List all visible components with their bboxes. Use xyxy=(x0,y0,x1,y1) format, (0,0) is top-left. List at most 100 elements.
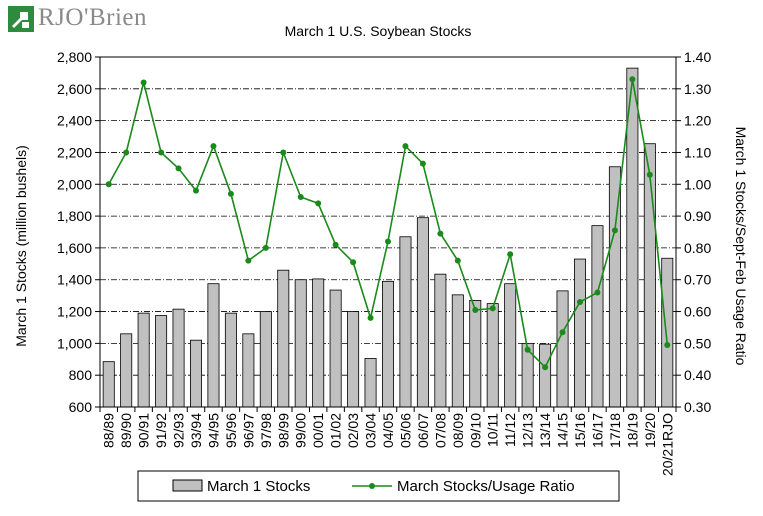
ratio-point-06/07 xyxy=(419,160,426,167)
bar-16/17 xyxy=(591,225,604,408)
bar-90/91 xyxy=(137,312,150,408)
bar-98/99 xyxy=(277,269,290,408)
ratio-point-91/92 xyxy=(158,149,165,156)
ratio-point-01/02 xyxy=(332,241,339,248)
ratio-point-89/90 xyxy=(123,149,130,156)
ratio-point-04/05 xyxy=(385,238,391,245)
x-tick-label: 97/98 xyxy=(258,413,274,448)
right-tick-label: 0.50 xyxy=(684,335,711,351)
ratio-point-19/20 xyxy=(646,171,653,178)
ratio-point-92/93 xyxy=(175,165,182,172)
x-tick-label: 09/10 xyxy=(467,413,483,448)
right-tick-label: 0.80 xyxy=(684,240,711,256)
x-tick-label: 12/13 xyxy=(520,413,536,448)
right-axis-ticks: 0.30 0.40 0.50 0.60 0.70 0.80 0.90 1.00 1.10 1.20… xyxy=(676,49,711,415)
left-axis-ticks: 600 800 1,000 1,200 1,400 1,600 1,800 2,000 2,20… xyxy=(57,49,100,415)
legend: March 1 Stocks March Stocks/Usage Ratio xyxy=(137,470,620,502)
right-tick-label: 0.40 xyxy=(684,367,711,383)
bar-88/89 xyxy=(102,361,115,408)
ratio-point-07/08 xyxy=(437,230,444,237)
ratio-point-18/19 xyxy=(629,76,636,83)
ratio-point-14/15 xyxy=(559,329,566,336)
bar-07/08 xyxy=(434,273,447,408)
legend-bar-swatch-icon xyxy=(172,479,203,492)
left-tick-label: 800 xyxy=(69,367,93,383)
bar-06/07 xyxy=(416,217,429,408)
x-tick-label: 92/93 xyxy=(171,413,187,448)
x-tick-label: 17/18 xyxy=(607,413,623,448)
left-tick-label: 2,800 xyxy=(57,49,92,65)
ratio-point-05/06 xyxy=(402,143,409,150)
bar-02/03 xyxy=(347,311,360,408)
x-tick-label: 08/09 xyxy=(450,413,466,448)
legend-marker-icon xyxy=(369,483,375,489)
legend-label-stocks: March 1 Stocks xyxy=(207,478,310,495)
x-tick-label: 01/02 xyxy=(328,413,344,448)
brand-name: RJO'Brien xyxy=(38,4,148,31)
right-tick-label: 1.00 xyxy=(684,176,711,192)
ratio-point-99/00 xyxy=(297,194,304,200)
ratio-point-08/09 xyxy=(454,257,461,264)
ratio-point-97/98 xyxy=(262,244,269,251)
x-tick-label: 05/06 xyxy=(398,413,414,448)
bar-89/90 xyxy=(120,333,133,408)
bar-11/12 xyxy=(504,283,517,408)
ratio-point-10/11 xyxy=(489,305,496,312)
x-tick-label: 02/03 xyxy=(345,413,361,448)
left-tick-label: 1,200 xyxy=(57,304,92,320)
ratio-point-02/03 xyxy=(350,259,357,266)
right-tick-label: 1.40 xyxy=(684,49,711,65)
x-tick-label: 20/21RJO xyxy=(659,413,675,476)
x-tick-label: 10/11 xyxy=(485,413,501,447)
bar-95/96 xyxy=(224,312,237,408)
x-tick-label: 96/97 xyxy=(240,413,256,448)
left-tick-label: 2,200 xyxy=(57,144,92,160)
ratio-point-15/16 xyxy=(577,299,583,305)
right-tick-label: 1.30 xyxy=(684,81,711,97)
right-tick-label: 1.10 xyxy=(684,144,711,160)
left-tick-label: 1,800 xyxy=(57,208,92,224)
ratio-point-11/12 xyxy=(507,251,514,258)
bar-13/14 xyxy=(539,343,552,408)
x-tick-label: 04/05 xyxy=(380,413,396,448)
left-tick-label: 1,000 xyxy=(57,335,92,351)
bar-00/01 xyxy=(312,278,325,408)
ratio-point-00/01 xyxy=(315,200,322,207)
x-tick-label: 11/12 xyxy=(502,413,518,447)
ratio-point-13/14 xyxy=(542,364,549,371)
plot-area-frame xyxy=(99,56,677,408)
left-tick-label: 2,600 xyxy=(57,81,92,97)
left-tick-label: 1,600 xyxy=(57,240,92,256)
right-tick-label: 0.90 xyxy=(684,208,711,224)
bar-92/93 xyxy=(172,308,185,408)
rjobrien-logo-icon xyxy=(8,6,34,32)
ratio-point-88/89 xyxy=(105,181,112,188)
bar-94/95 xyxy=(207,283,220,408)
ratio-point-16/17 xyxy=(594,289,601,296)
x-tick-label: 00/01 xyxy=(310,413,326,448)
left-tick-label: 600 xyxy=(69,399,93,415)
x-tick-label: 16/17 xyxy=(590,413,606,448)
x-tick-label: 06/07 xyxy=(415,413,431,448)
ratio-point-90/91 xyxy=(140,79,147,86)
ratio-point-95/96 xyxy=(227,190,234,197)
x-tick-label: 19/20 xyxy=(642,413,658,448)
x-tick-label: 88/89 xyxy=(101,413,117,448)
x-tick-label: 95/96 xyxy=(223,413,239,448)
bar-96/97 xyxy=(242,333,255,408)
bar-10/11 xyxy=(486,303,499,408)
ratio-point-09/10 xyxy=(472,306,479,313)
ratio-point-94/95 xyxy=(210,143,217,150)
bar-91/92 xyxy=(155,315,168,408)
right-tick-label: 0.30 xyxy=(684,399,711,415)
bar-09/10 xyxy=(469,300,482,408)
bar-04/05 xyxy=(382,280,394,408)
ratio-point-12/13 xyxy=(524,346,531,353)
bar-series xyxy=(102,67,674,408)
right-axis-label: March 1 Stocks/Sept-Feb Usage Ratio xyxy=(733,127,749,366)
right-tick-label: 1.20 xyxy=(684,113,711,129)
x-axis-ticks: 88/89 89/90 90/91 91/92 92/93 93/94 94/95 95/96… xyxy=(99,407,677,476)
bar-05/06 xyxy=(399,236,412,408)
x-tick-label: 14/15 xyxy=(555,413,571,448)
